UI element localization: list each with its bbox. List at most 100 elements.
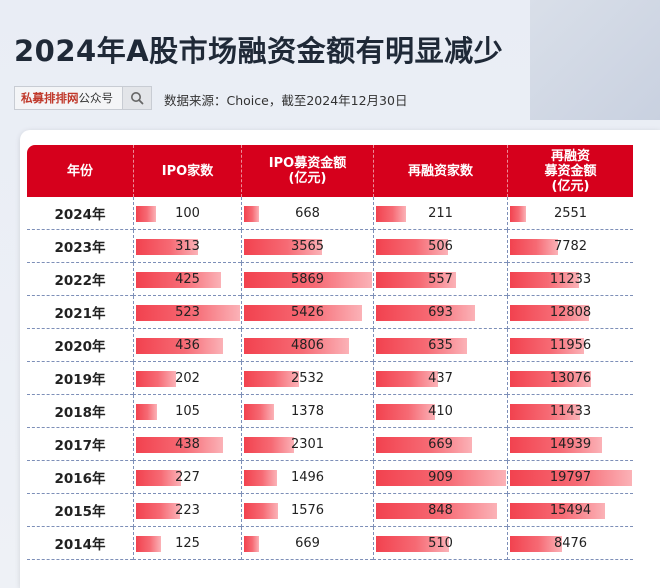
value-bar: [244, 536, 259, 552]
year-cell: 2020年: [27, 329, 133, 362]
value-bar: [136, 371, 177, 387]
search-text: 私募排排网公众号: [15, 87, 122, 109]
year-cell: 2023年: [27, 230, 133, 263]
value-bar: [510, 404, 581, 420]
value-text: 19797: [549, 469, 592, 485]
value-text: 1496: [290, 469, 325, 485]
value-cell: 669: [373, 428, 507, 461]
year-cell: 2021年: [27, 296, 133, 329]
value-text: 557: [428, 271, 453, 287]
value-bar: [136, 338, 223, 354]
value-cell: 523: [133, 296, 241, 329]
value-text: 202: [175, 370, 200, 386]
value-cell: 506: [373, 230, 507, 263]
value-cell: 1378: [241, 395, 373, 428]
value-bar: [510, 470, 632, 486]
value-text: 635: [428, 337, 453, 353]
value-text: 14939: [549, 436, 592, 452]
value-bar: [510, 272, 580, 288]
value-text: 3565: [290, 238, 325, 254]
value-bar: [510, 371, 591, 387]
value-cell: 11233: [507, 263, 633, 296]
column-header: 年份: [27, 145, 133, 197]
year-cell: 2022年: [27, 263, 133, 296]
value-text: 11233: [549, 271, 592, 287]
search-button[interactable]: [122, 87, 151, 109]
value-bar: [510, 437, 603, 453]
value-cell: 510: [373, 527, 507, 560]
header-decoration: [530, 0, 660, 120]
value-bar: [136, 470, 182, 486]
value-cell: 12808: [507, 296, 633, 329]
value-text: 669: [295, 535, 320, 551]
value-text: 15494: [549, 502, 592, 518]
value-text: 848: [428, 502, 453, 518]
value-bar: [510, 503, 606, 519]
value-text: 436: [175, 337, 200, 353]
value-cell: 5426: [241, 296, 373, 329]
page-title: 2024年A股市场融资金额有明显减少: [14, 34, 504, 68]
value-text: 7782: [553, 238, 588, 254]
value-cell: 2532: [241, 362, 373, 395]
value-cell: 19797: [507, 461, 633, 494]
value-bar: [510, 206, 526, 222]
value-cell: 105: [133, 395, 241, 428]
value-text: 2301: [290, 436, 325, 452]
value-cell: 909: [373, 461, 507, 494]
value-cell: 668: [241, 197, 373, 230]
value-cell: 425: [133, 263, 241, 296]
value-bar: [376, 503, 498, 519]
value-cell: 437: [373, 362, 507, 395]
value-text: 2551: [553, 205, 588, 221]
value-text: 5426: [290, 304, 325, 320]
column-header: IPO家数: [133, 145, 241, 197]
year-cell: 2019年: [27, 362, 133, 395]
value-text: 8476: [553, 535, 588, 551]
value-text: 227: [175, 469, 200, 485]
value-cell: 14939: [507, 428, 633, 461]
value-bar: [244, 503, 279, 519]
value-cell: 7782: [507, 230, 633, 263]
value-text: 669: [428, 436, 453, 452]
value-cell: 2551: [507, 197, 633, 230]
value-cell: 3565: [241, 230, 373, 263]
value-bar: [376, 338, 467, 354]
value-bar: [376, 239, 449, 255]
value-cell: 11956: [507, 329, 633, 362]
value-text: 12808: [549, 304, 592, 320]
value-cell: 438: [133, 428, 241, 461]
value-bar: [376, 470, 506, 486]
value-bar: [510, 338, 584, 354]
data-source: 数据来源：Choice，截至2024年12月30日: [164, 93, 408, 108]
value-text: 523: [175, 304, 200, 320]
value-bar: [376, 206, 407, 222]
column-header: 再融资家数: [373, 145, 507, 197]
value-text: 125: [175, 535, 200, 551]
value-text: 223: [175, 502, 200, 518]
value-text: 510: [428, 535, 453, 551]
value-bar: [244, 404, 275, 420]
value-text: 668: [295, 205, 320, 221]
year-cell: 2018年: [27, 395, 133, 428]
value-bar: [244, 371, 300, 387]
value-bar: [244, 272, 372, 288]
value-text: 5869: [290, 271, 325, 287]
value-cell: 2301: [241, 428, 373, 461]
value-cell: 13076: [507, 362, 633, 395]
value-bar: [376, 437, 472, 453]
value-cell: 1496: [241, 461, 373, 494]
value-bar: [136, 272, 221, 288]
value-cell: 8476: [507, 527, 633, 560]
value-cell: 313: [133, 230, 241, 263]
value-cell: 436: [133, 329, 241, 362]
value-text: 313: [175, 238, 200, 254]
value-cell: 693: [373, 296, 507, 329]
value-bar: [244, 470, 277, 486]
value-cell: 223: [133, 494, 241, 527]
value-bar: [376, 404, 435, 420]
search-box[interactable]: 私募排排网公众号: [14, 86, 152, 110]
value-cell: 1576: [241, 494, 373, 527]
value-text: 2532: [290, 370, 325, 386]
value-bar: [136, 404, 157, 420]
value-text: 410: [428, 403, 453, 419]
